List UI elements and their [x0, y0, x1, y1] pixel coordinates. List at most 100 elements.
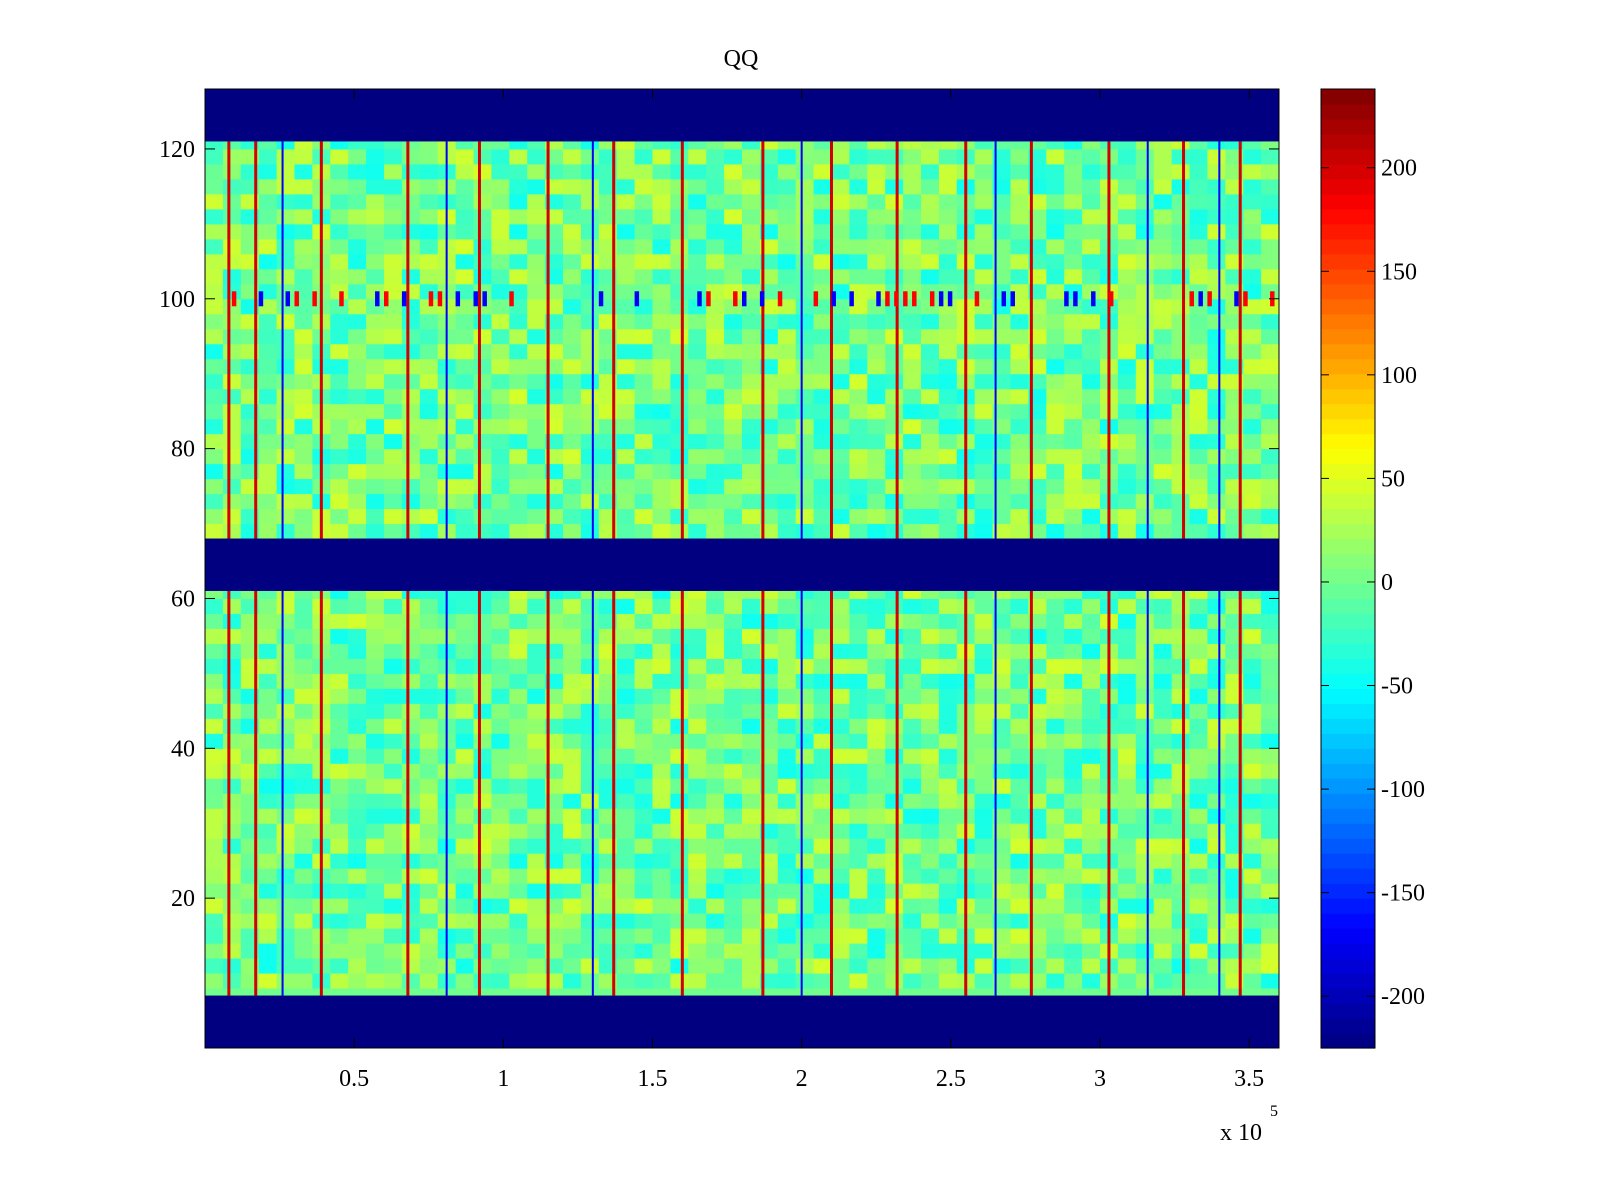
heatmap-cell [1243, 418, 1262, 435]
heatmap-cell [652, 493, 671, 510]
heatmap-cell [1028, 268, 1047, 285]
heatmap-cell [258, 613, 278, 629]
heatmap-cell [401, 463, 421, 480]
heatmap-cell [616, 628, 636, 644]
heatmap-cell [294, 973, 313, 989]
heatmap-cell [384, 358, 403, 375]
anomaly-row-cell [634, 291, 640, 307]
heatmap-cell [652, 433, 671, 450]
heatmap-cell [742, 313, 761, 330]
heatmap-cell [1153, 433, 1173, 450]
heatmap-cell [527, 298, 546, 315]
heatmap-cell [330, 643, 349, 659]
heatmap-cell [330, 838, 349, 854]
heatmap-cell [795, 448, 815, 465]
heatmap-cell [706, 628, 725, 644]
heatmap-cell [1082, 313, 1101, 330]
heatmap-cell [473, 163, 492, 180]
heatmap-cell [706, 928, 725, 944]
heatmap-cell [1243, 448, 1262, 465]
heatmap-cell [276, 943, 295, 959]
heatmap-cell [1135, 928, 1155, 944]
heatmap-cell [455, 148, 474, 165]
heatmap-cell [1117, 658, 1137, 674]
heatmap-cell [366, 178, 385, 195]
heatmap-cell [419, 418, 439, 435]
heatmap-cell [1135, 613, 1155, 629]
heatmap-cell [563, 913, 582, 929]
heatmap-cell [634, 778, 653, 794]
heatmap-cell [455, 613, 474, 629]
heatmap-cell [903, 358, 922, 375]
heatmap-cell [724, 598, 743, 614]
colorbar-swatch [1321, 598, 1375, 615]
heatmap-cell [616, 973, 636, 989]
heatmap-cell [527, 943, 546, 959]
heatmap-cell [670, 163, 689, 180]
heatmap-cell [205, 838, 224, 854]
heatmap-cell [1153, 898, 1173, 914]
heatmap-cell [294, 733, 313, 749]
heatmap-cell [992, 358, 1011, 375]
heatmap-cell [867, 463, 886, 480]
heatmap-cell [706, 298, 725, 315]
heatmap-cell [509, 418, 528, 435]
heatmap-cell [777, 508, 797, 525]
heatmap-cell [1153, 418, 1173, 435]
heatmap-cell [384, 403, 403, 420]
heatmap-cell [1189, 373, 1208, 390]
heatmap-cell [473, 193, 492, 210]
heatmap-cell [1046, 463, 1065, 480]
heatmap-cell [1046, 328, 1065, 345]
heatmap-cell [527, 193, 546, 210]
heatmap-cell [1046, 838, 1065, 854]
heatmap-cell [688, 658, 707, 674]
heatmap-cell [1189, 793, 1208, 809]
heatmap-cell [867, 688, 886, 704]
heatmap-cell [706, 658, 725, 674]
heatmap-cell [1028, 298, 1047, 315]
heatmap-cell [974, 313, 994, 330]
heatmap-cell [1207, 598, 1226, 614]
heatmap-cell [366, 253, 385, 270]
heatmap-cell [777, 823, 797, 839]
heatmap-cell [885, 613, 904, 629]
heatmap-cell [867, 508, 886, 525]
heatmap-cell [258, 598, 278, 614]
heatmap-cell [348, 253, 367, 270]
heatmap-cell [795, 358, 815, 375]
heatmap-cell [652, 238, 671, 255]
heatmap-cell [1261, 658, 1280, 674]
high-value-column [406, 141, 410, 539]
heatmap-cell [706, 868, 725, 884]
heatmap-cell [419, 943, 439, 959]
heatmap-cell [1135, 463, 1155, 480]
heatmap-cell [366, 943, 385, 959]
heatmap-cell [491, 418, 510, 435]
heatmap-cell [759, 433, 779, 450]
heatmap-cell [867, 928, 886, 944]
heatmap-cell [938, 358, 958, 375]
heatmap-cell [992, 718, 1011, 734]
heatmap-cell [706, 913, 725, 929]
heatmap-cell [1171, 433, 1190, 450]
heatmap-cell [974, 493, 994, 510]
heatmap-cell [724, 493, 743, 510]
heatmap-cell [1243, 283, 1262, 300]
heatmap-cell [616, 298, 636, 315]
heatmap-cell [330, 238, 349, 255]
heatmap-cell [1171, 598, 1190, 614]
colorbar-swatch [1321, 133, 1375, 150]
heatmap-cell [742, 718, 761, 734]
heatmap-cell [885, 673, 904, 689]
heatmap-cell [1153, 523, 1173, 540]
heatmap-cell [777, 928, 797, 944]
heatmap-cell [867, 658, 886, 674]
heatmap-cell [795, 598, 815, 614]
heatmap-cell [258, 703, 278, 719]
heatmap-cell [1207, 313, 1226, 330]
heatmap-cell [222, 643, 242, 659]
heatmap-cell [258, 193, 278, 210]
heatmap-cell [813, 853, 832, 869]
heatmap-cell [1243, 598, 1262, 614]
